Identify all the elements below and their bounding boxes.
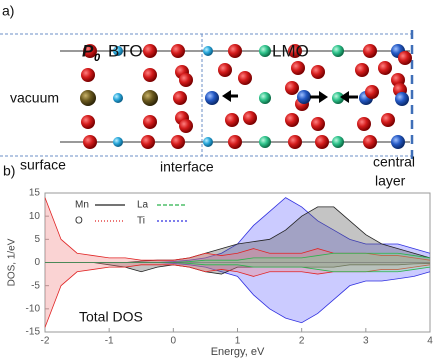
atom bbox=[143, 68, 157, 82]
atom bbox=[259, 45, 271, 57]
arrows bbox=[222, 90, 358, 103]
p0-symbol: P bbox=[82, 41, 94, 60]
atom bbox=[332, 45, 344, 57]
atom bbox=[203, 46, 213, 56]
atom bbox=[395, 92, 409, 106]
atom bbox=[311, 117, 325, 131]
vacuum-label: vacuum bbox=[10, 90, 59, 106]
interface-label: interface bbox=[160, 159, 214, 175]
atom bbox=[171, 44, 185, 58]
layer-label: layer bbox=[375, 173, 406, 189]
atom bbox=[179, 119, 193, 133]
atom bbox=[291, 61, 305, 75]
atom bbox=[225, 113, 239, 127]
atom bbox=[228, 44, 242, 58]
bto-label: BTO bbox=[108, 41, 143, 60]
atom bbox=[311, 65, 325, 79]
atom bbox=[243, 111, 257, 125]
area-fill bbox=[45, 206, 430, 263]
atom bbox=[315, 135, 329, 149]
atom bbox=[297, 90, 311, 104]
atom bbox=[332, 136, 344, 148]
atom bbox=[228, 135, 242, 149]
x-tick-label: -2 bbox=[41, 336, 50, 347]
x-axis-label: Energy, eV bbox=[211, 346, 265, 358]
atom bbox=[173, 91, 187, 105]
atom bbox=[381, 113, 395, 127]
atom bbox=[363, 135, 377, 149]
atom bbox=[288, 44, 302, 58]
y-axis-label: DOS, 1/eV bbox=[7, 238, 18, 286]
surface-label: surface bbox=[20, 157, 66, 173]
area-fill bbox=[45, 262, 430, 328]
y-tick-label: 10 bbox=[29, 211, 41, 222]
area-fill bbox=[45, 262, 430, 323]
atom bbox=[113, 46, 123, 56]
legend-label: Mn bbox=[75, 200, 89, 211]
area-fill bbox=[45, 262, 430, 272]
atom bbox=[355, 63, 369, 77]
atom bbox=[218, 63, 232, 77]
area-fill bbox=[45, 197, 430, 263]
atom bbox=[332, 92, 344, 104]
x-tick-label: 2 bbox=[299, 336, 305, 347]
legend-label: O bbox=[75, 216, 83, 227]
atom bbox=[81, 68, 95, 82]
atom bbox=[83, 44, 97, 58]
atom bbox=[357, 117, 371, 131]
atom bbox=[143, 115, 157, 129]
y-tick-label: 0 bbox=[34, 257, 40, 268]
dos-line bbox=[45, 262, 431, 275]
atom bbox=[259, 92, 271, 104]
atom bbox=[365, 85, 379, 99]
atom bbox=[398, 51, 412, 65]
central-label: central bbox=[373, 154, 415, 170]
atom bbox=[143, 44, 157, 58]
panel-label: a) bbox=[2, 3, 14, 19]
x-tick-label: 0 bbox=[171, 336, 177, 347]
y-tick-label: -15 bbox=[26, 327, 41, 338]
atom bbox=[113, 93, 123, 103]
y-tick-label: -5 bbox=[31, 280, 40, 291]
lmo-label: LMO bbox=[272, 41, 309, 60]
atom bbox=[288, 135, 302, 149]
atom bbox=[142, 90, 158, 106]
atom bbox=[363, 44, 377, 58]
x-tick-label: 4 bbox=[427, 336, 433, 347]
atom bbox=[285, 113, 299, 127]
panel-label: b) bbox=[3, 163, 15, 179]
atom bbox=[378, 61, 392, 75]
atom bbox=[391, 135, 405, 149]
annotation: Total DOS bbox=[79, 309, 143, 325]
atom bbox=[259, 136, 271, 148]
y-tick-label: 5 bbox=[34, 234, 40, 245]
atom bbox=[171, 135, 185, 149]
atom bbox=[205, 91, 219, 105]
atom bbox=[81, 115, 95, 129]
y-tick-label: -10 bbox=[26, 303, 41, 314]
atom bbox=[80, 90, 96, 106]
atom bbox=[285, 81, 299, 95]
area-fill bbox=[45, 197, 430, 263]
x-tick-label: -1 bbox=[105, 336, 114, 347]
atom bbox=[203, 137, 213, 147]
atom bbox=[113, 137, 123, 147]
atoms bbox=[80, 44, 412, 149]
x-tick-label: 1 bbox=[235, 336, 241, 347]
legend-label: Ti bbox=[137, 216, 145, 227]
atom bbox=[141, 135, 155, 149]
y-tick-label: 15 bbox=[29, 188, 41, 199]
atom bbox=[238, 71, 252, 85]
area-fill bbox=[45, 262, 430, 275]
p0-subscript: 0 bbox=[94, 52, 101, 64]
area-fill bbox=[45, 253, 430, 263]
atom bbox=[83, 135, 97, 149]
atom bbox=[179, 73, 193, 87]
x-tick-label: 3 bbox=[363, 336, 369, 347]
legend-label: La bbox=[137, 200, 149, 211]
